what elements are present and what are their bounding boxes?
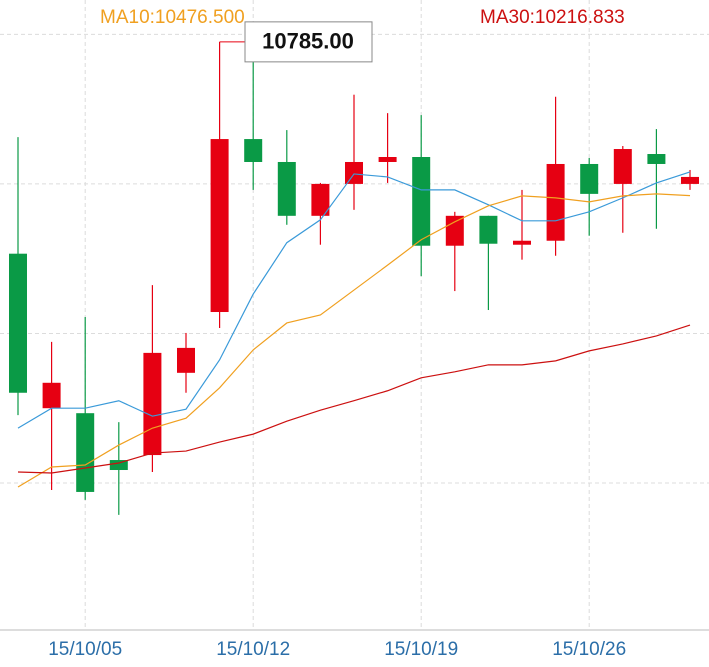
candle-body: [546, 163, 565, 241]
candle-body: [210, 139, 229, 313]
legend-entry: MA10:10476.500: [100, 7, 245, 28]
candle-body: [412, 157, 431, 246]
candle-body: [681, 176, 699, 184]
candle-body: [513, 240, 531, 245]
ma-line: [17, 171, 691, 429]
ma-line: [17, 324, 691, 474]
candle-body: [143, 352, 162, 456]
candle-body: [244, 139, 263, 162]
x-tick-label: 15/10/19: [384, 639, 458, 660]
x-tick-label: 15/10/26: [552, 639, 626, 660]
candle-body: [42, 382, 61, 409]
candle-body: [345, 161, 363, 184]
candle-body: [580, 163, 599, 194]
ma-line: [17, 193, 691, 488]
candle-body: [479, 215, 498, 244]
candle-body: [76, 413, 95, 492]
candle-body: [277, 161, 296, 216]
candle-body: [311, 183, 330, 216]
legend-entry: MA30:10216.833: [480, 7, 625, 28]
x-tick-label: 15/10/05: [48, 639, 122, 660]
candle-body: [445, 215, 464, 246]
candle-body: [9, 253, 27, 393]
candle-body: [647, 154, 666, 164]
annotation-label: 10785.00: [262, 29, 354, 54]
candle-body: [109, 460, 128, 471]
candle-body: [613, 149, 632, 184]
candle-body: [378, 157, 397, 162]
candle-body: [177, 347, 195, 373]
annotation-box: [244, 21, 373, 63]
x-tick-label: 15/10/12: [216, 639, 290, 660]
